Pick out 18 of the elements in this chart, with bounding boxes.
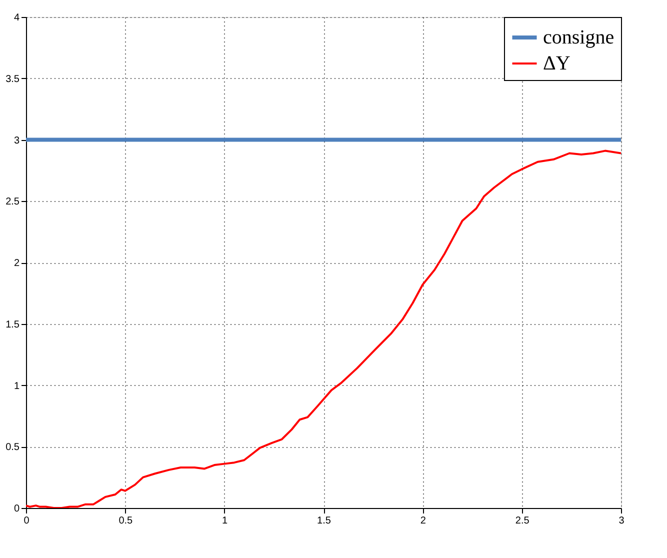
y-tick-label: 3.5	[6, 74, 20, 85]
y-tick-label: 4	[14, 12, 20, 24]
x-tick-label: 1	[222, 516, 228, 526]
y-tick-label: 3	[14, 135, 20, 146]
x-tick-label: 2.5	[515, 516, 530, 526]
y-tick-label: 2	[14, 258, 20, 269]
x-tick-label: 3	[618, 516, 625, 526]
y-tick-label: 0.5	[6, 442, 20, 454]
legend-label: consigne	[543, 26, 614, 48]
legend-label: ΔY	[543, 52, 570, 74]
y-tick-label: 0	[14, 504, 20, 514]
y-tick-label: 1	[14, 380, 20, 392]
x-tick-label: 1.5	[317, 516, 332, 526]
x-tick-label: 0	[24, 516, 30, 526]
x-tick-label: 0.5	[118, 516, 134, 526]
x-tick-label: 2	[420, 516, 426, 526]
y-tick-label: 2.5	[6, 196, 20, 208]
y-tick-label: 1.5	[6, 319, 20, 330]
